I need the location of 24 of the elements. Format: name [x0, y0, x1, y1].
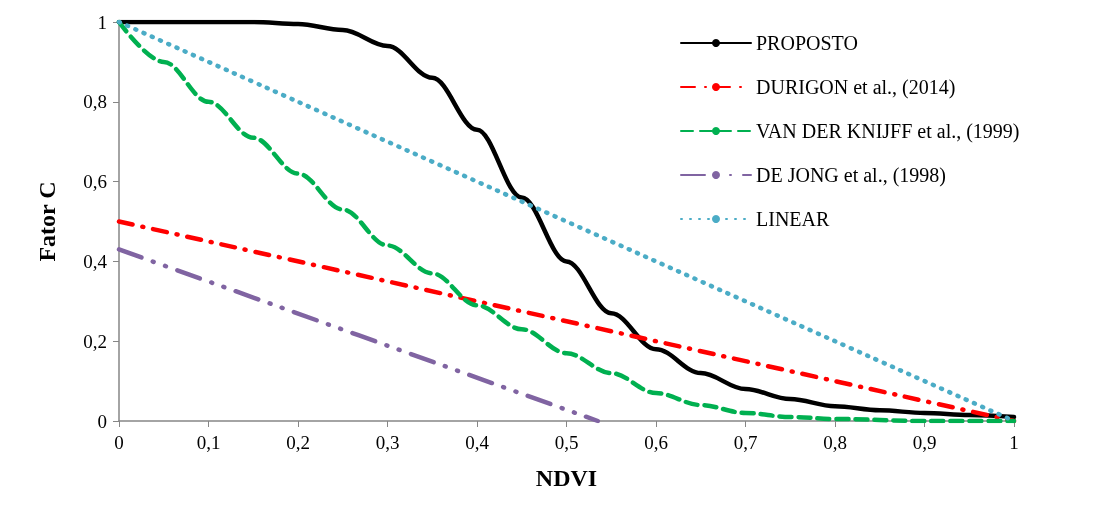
legend-label: LINEAR [756, 208, 830, 230]
x-tick-label: 0,2 [286, 432, 310, 453]
y-tick-label: 1 [97, 11, 107, 33]
y-tick-label: 0,6 [83, 171, 107, 193]
x-tick-label: 0,8 [823, 432, 847, 453]
y-tick-label: 0,4 [83, 250, 108, 272]
y-axis-title: Fator C [34, 181, 60, 262]
x-tick-label: 0,4 [465, 432, 490, 453]
y-tick-label: 0,8 [83, 91, 107, 113]
x-tick-label: 0,7 [733, 432, 758, 453]
x-tick-label: 0,6 [644, 432, 668, 453]
x-tick-label: 0 [114, 432, 124, 453]
legend-label: PROPOSTO [756, 32, 858, 54]
legend-label: VAN DER KNIJFF et al., (1999) [756, 120, 1020, 143]
x-tick-label: 1 [1009, 432, 1019, 453]
x-tick-label: 0,9 [912, 432, 937, 453]
x-axis-title: NDVI [535, 465, 598, 491]
y-tick-label: 0 [97, 410, 107, 432]
x-tick-label: 0,3 [375, 432, 400, 453]
x-tick-label: 0,1 [196, 432, 221, 453]
y-tick-label: 0,2 [83, 330, 107, 352]
x-tick-label: 0,5 [554, 432, 579, 453]
legend-label: DE JONG et al., (1998) [756, 164, 946, 187]
legend-label: DURIGON et al., (2014) [756, 76, 956, 99]
